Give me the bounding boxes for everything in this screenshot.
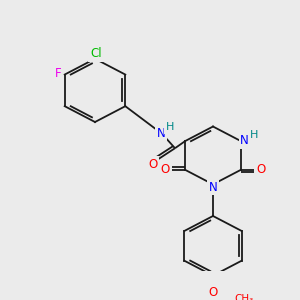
Text: O: O: [148, 158, 158, 171]
Text: H: H: [250, 130, 258, 140]
Text: Cl: Cl: [90, 47, 102, 60]
Text: N: N: [240, 134, 249, 148]
Text: O: O: [208, 286, 217, 299]
Text: F: F: [54, 67, 61, 80]
Text: N: N: [208, 181, 217, 194]
Text: N: N: [157, 127, 165, 140]
Text: H: H: [166, 122, 174, 132]
Text: O: O: [256, 164, 265, 176]
Text: O: O: [161, 164, 170, 176]
Text: CH₃: CH₃: [234, 294, 253, 300]
